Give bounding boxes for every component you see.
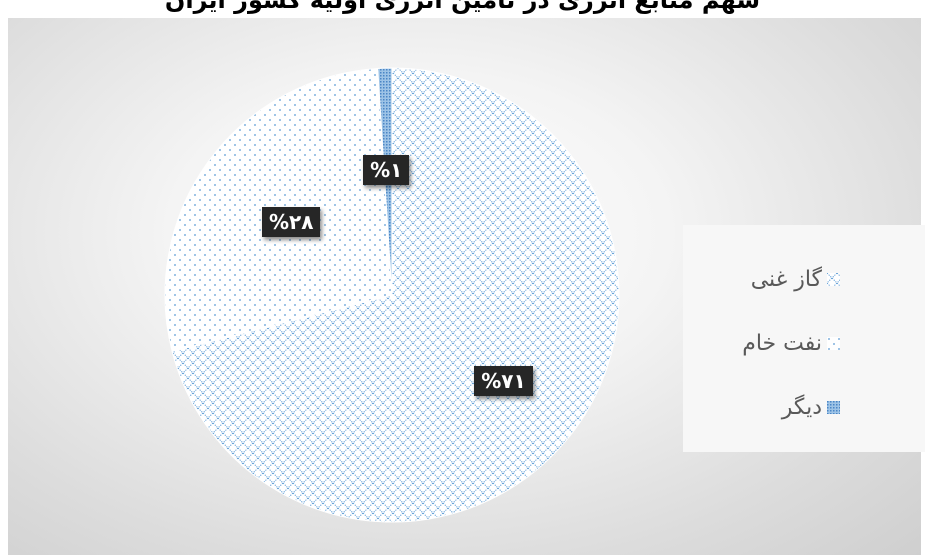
legend-label-other: دیگر: [781, 394, 822, 420]
legend-swatch-oil: [827, 336, 840, 350]
legend: گاز غنی نفت خام دیگر: [683, 225, 925, 452]
pie-slices: [164, 67, 620, 523]
data-label-oil: %۲۸: [261, 206, 321, 237]
data-label-other: %۱: [363, 155, 410, 186]
chart-area: %۷۱ %۲۸ %۱ گاز غنی نفت خام دیگر: [8, 18, 925, 555]
legend-item-gas: گاز غنی: [683, 247, 925, 311]
legend-item-other: دیگر: [683, 375, 925, 439]
pie-slice-gas: [171, 67, 620, 523]
legend-label-oil: نفت خام: [742, 330, 822, 356]
legend-swatch-other: [827, 400, 840, 414]
data-label-gas: %۷۱: [474, 366, 533, 397]
legend-swatch-gas: [827, 272, 840, 286]
chart-title-text: سهم منابع انرژی در تامین انرژی اولیه کشو…: [164, 0, 761, 14]
legend-label-gas: گاز غنی: [750, 266, 822, 292]
legend-item-oil: نفت خام: [683, 311, 925, 375]
chart-title: سهم منابع انرژی در تامین انرژی اولیه کشو…: [0, 0, 925, 18]
